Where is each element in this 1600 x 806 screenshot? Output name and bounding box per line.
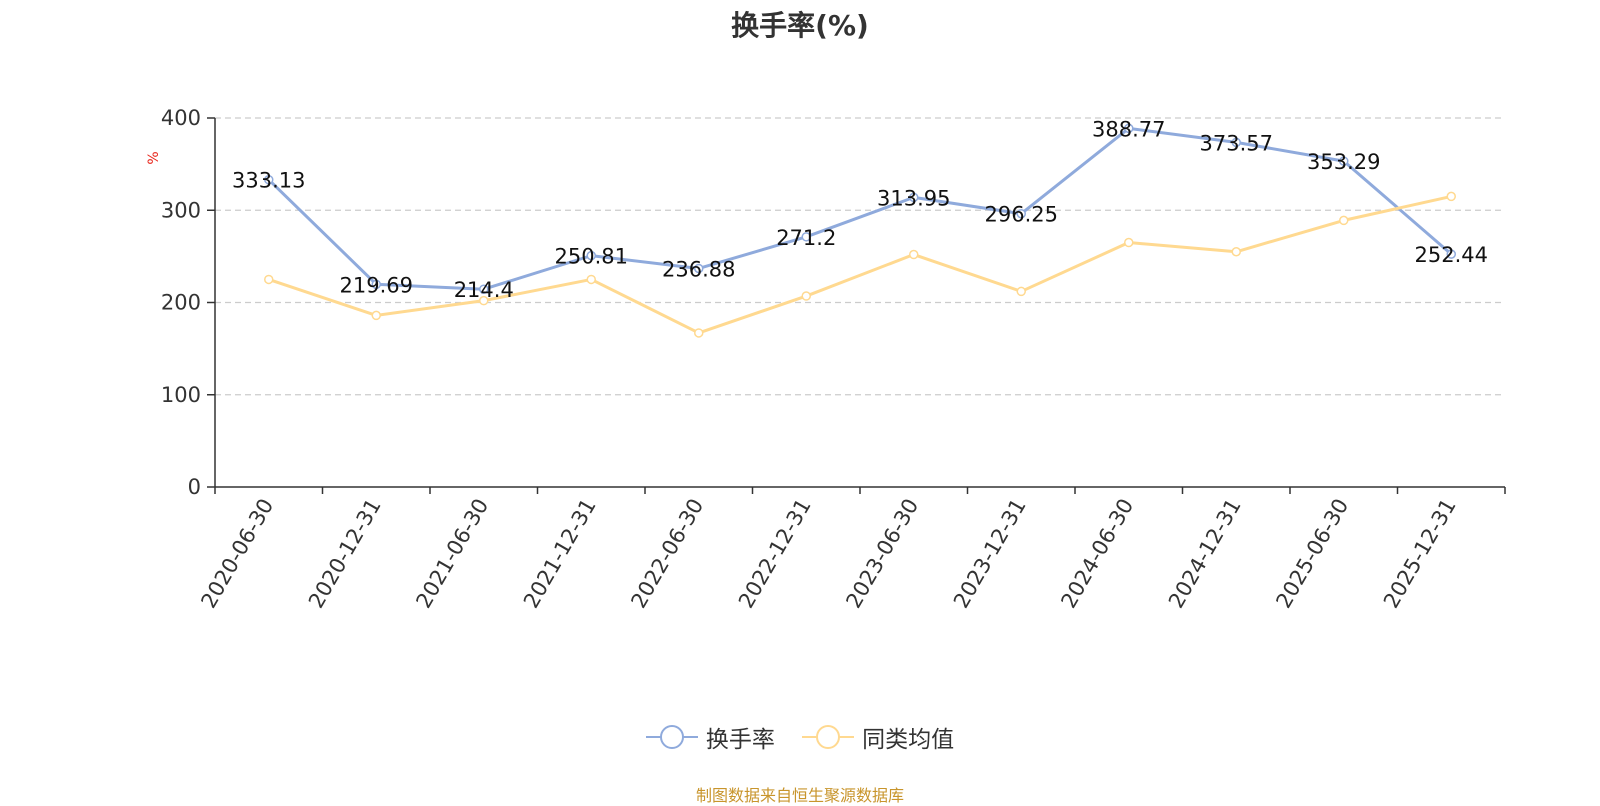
data-label: 373.57 (1200, 131, 1273, 155)
legend-line-circle-icon (645, 725, 698, 749)
x-tick-label: 2025-12-31 (1379, 495, 1461, 613)
data-point (801, 291, 811, 301)
data-label: 250.81 (555, 245, 628, 269)
data-point (694, 263, 704, 274)
data-point (801, 232, 811, 242)
x-tick-label: 2020-06-30 (196, 495, 278, 613)
data-label: 219.69 (340, 273, 413, 297)
x-tick-label: 2021-06-30 (411, 495, 493, 613)
chart-title: 换手率(%) (731, 9, 869, 42)
x-tick-label: 2023-06-30 (841, 495, 923, 613)
x-tick-label: 2022-06-30 (626, 495, 708, 613)
series-line (268, 194, 1452, 335)
data-label: 236.88 (662, 257, 735, 281)
data-label: 388.77 (1092, 117, 1165, 141)
data-point (479, 295, 489, 306)
data-label: 214.4 (454, 278, 514, 302)
data-point (1446, 191, 1456, 202)
data-point (586, 274, 596, 285)
x-tick-label: 2022-12-31 (734, 495, 816, 613)
data-point (1124, 237, 1134, 248)
data-point (586, 250, 596, 261)
data-point (264, 274, 274, 285)
legend-line-circle-icon (802, 725, 855, 749)
x-tick-label: 2024-12-31 (1164, 495, 1246, 613)
data-point (909, 249, 919, 260)
data-point (264, 174, 274, 185)
data-point (1339, 215, 1349, 226)
data-point (371, 310, 381, 321)
y-tick-label: 200 (161, 291, 201, 315)
data-point (1016, 208, 1026, 219)
data-point (909, 192, 919, 203)
data-point (1231, 137, 1241, 148)
data-label: 333.13 (232, 169, 305, 193)
x-tick-label: 2023-12-31 (949, 495, 1031, 613)
y-tick-label: 300 (161, 198, 201, 222)
x-tick-label: 2021-12-31 (519, 495, 601, 613)
data-label: 271.2 (776, 226, 836, 250)
data-point (1446, 249, 1456, 259)
x-tick-label: 2024-06-30 (1056, 495, 1138, 613)
data-label: 296.25 (985, 203, 1058, 227)
data-point (1016, 286, 1026, 297)
data-labels: 333.13 219.69 214.4 250.81 236.88 271.2 313.95… (232, 117, 1488, 302)
data-label: 353.29 (1307, 150, 1380, 174)
x-tick-label: 2025-06-30 (1271, 495, 1353, 613)
series-line (267, 126, 1453, 291)
legend-label: 同类均值 (862, 727, 955, 753)
legend-item-peer-average[interactable]: 同类均值 (802, 720, 954, 754)
legend: 换手率 同类均值 (0, 720, 1600, 758)
y-axis-unit-label: % (146, 151, 162, 164)
legend-item-turnover[interactable]: 换手率 (645, 720, 775, 754)
grid-lines (215, 117, 1505, 396)
data-point (1124, 123, 1134, 134)
data-point (694, 328, 704, 338)
y-tick-label: 100 (161, 383, 201, 407)
legend-label: 换手率 (705, 727, 775, 753)
series-lines (264, 123, 1456, 338)
data-point (479, 284, 489, 294)
axes: 0 100 200 300 400% 2020-06-30 2020-12-31 2021-0… (146, 106, 1506, 613)
source-note: 制图数据来自恒生聚源数据库 (695, 786, 904, 805)
data-point (1339, 156, 1349, 166)
data-point (371, 279, 381, 290)
y-tick-label: 0 (188, 475, 201, 499)
data-point (1231, 247, 1241, 257)
x-tick-label: 2020-12-31 (304, 495, 386, 613)
data-label: 313.95 (877, 186, 950, 210)
data-label: 252.44 (1415, 243, 1488, 267)
y-tick-label: 400 (161, 106, 201, 130)
